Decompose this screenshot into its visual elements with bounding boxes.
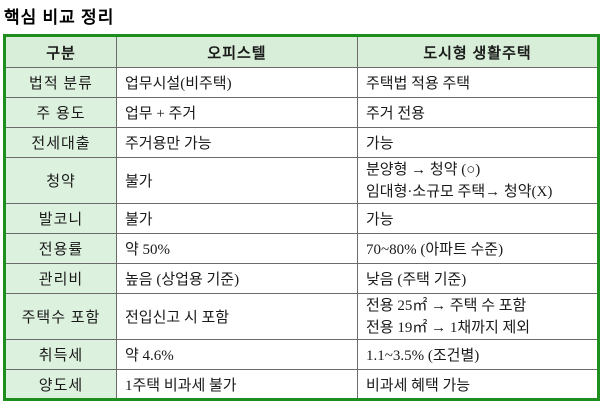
table-row-house-count: 주택수 포함 전입신고 시 포함 전용 25㎡ → 주택 수 포함 전용 19㎡… [4,293,599,340]
page-title: 핵심 비교 정리 [4,8,115,27]
urban-cell-line: 전용 25㎡ → 주택 수 포함 [366,297,527,314]
table-row-maintenance-fee: 관리비 높음 (상업용 기준) 낮음 (주택 기준) [4,263,599,294]
table-row-main-use: 주 용도 업무 + 주거 주거 전용 [4,97,599,128]
urban-cell: 전용 25㎡ → 주택 수 포함 전용 19㎡ → 1채까지 제외 [357,293,599,340]
table-row-jeonse-loan: 전세대출 주거용만 가능 가능 [4,127,599,158]
row-label: 전세대출 [4,127,117,158]
urban-cell: 1.1~3.5% (조건별) [357,339,599,370]
header-category: 구분 [4,35,117,68]
table-row-subscription: 청약 불가 분양형 → 청약 (○) 임대형·소규모 주택→ 청약(X) [4,157,599,204]
row-label: 취득세 [4,339,117,370]
row-label: 주 용도 [4,97,117,128]
header-row: 구분 오피스텔 도시형 생활주택 [4,35,599,68]
officetel-cell: 업무 + 주거 [116,97,358,128]
urban-cell-line: 임대형·소규모 주택→ 청약(X) [366,183,553,200]
urban-cell: 분양형 → 청약 (○) 임대형·소규모 주택→ 청약(X) [357,157,599,204]
row-label: 관리비 [4,263,117,294]
urban-cell: 낮음 (주택 기준) [357,263,599,294]
table-row-exclusive-ratio: 전용률 약 50% 70~80% (아파트 수준) [4,233,599,264]
officetel-cell: 약 50% [116,233,358,264]
header-officetel: 오피스텔 [116,35,358,68]
officetel-cell: 높음 (상업용 기준) [116,263,358,294]
table-row-transfer-tax: 양도세 1주택 비과세 불가 비과세 혜택 가능 [4,369,599,400]
urban-cell-line: 분양형 → 청약 (○) [366,161,481,178]
table-row-legal-class: 법적 분류 업무시설(비주택) 주택법 적용 주택 [4,67,599,98]
urban-cell: 가능 [357,203,599,234]
header-urban-housing: 도시형 생활주택 [357,35,599,68]
row-label: 청약 [4,157,117,204]
urban-cell: 가능 [357,127,599,158]
row-label: 전용률 [4,233,117,264]
urban-cell: 주택법 적용 주택 [357,67,599,98]
officetel-cell: 약 4.6% [116,339,358,370]
row-label: 발코니 [4,203,117,234]
table-row-acquisition-tax: 취득세 약 4.6% 1.1~3.5% (조건별) [4,339,599,370]
officetel-cell: 1주택 비과세 불가 [116,369,358,400]
urban-cell: 비과세 혜택 가능 [357,369,599,400]
row-label: 양도세 [4,369,117,400]
officetel-cell: 업무시설(비주택) [116,67,358,98]
urban-cell: 70~80% (아파트 수준) [357,233,599,264]
officetel-cell: 불가 [116,157,358,204]
officetel-cell: 전입신고 시 포함 [116,293,358,340]
table-row-balcony: 발코니 불가 가능 [4,203,599,234]
urban-cell-line: 전용 19㎡ → 1채까지 제외 [366,319,531,336]
officetel-cell: 주거용만 가능 [116,127,358,158]
officetel-cell: 불가 [116,203,358,234]
row-label: 법적 분류 [4,67,117,98]
row-label: 주택수 포함 [4,293,117,340]
urban-cell: 주거 전용 [357,97,599,128]
comparison-table: 구분 오피스텔 도시형 생활주택 법적 분류 업무시설(비주택) 주택법 적용 … [3,34,600,401]
